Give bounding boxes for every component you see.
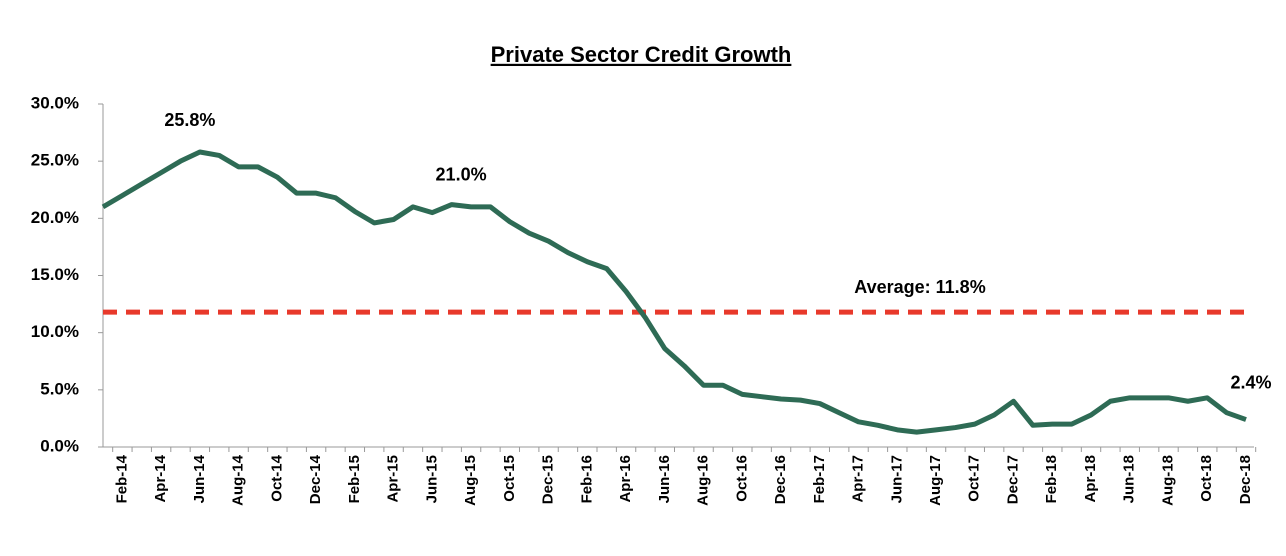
x-tick-label: Dec-14 — [307, 454, 324, 504]
x-tick-label: Feb-15 — [346, 455, 363, 503]
chart-title: Private Sector Credit Growth — [491, 42, 792, 67]
x-tick-label: Oct-17 — [966, 455, 983, 502]
x-tick-label: Oct-18 — [1198, 455, 1215, 502]
x-tick-label: Oct-16 — [733, 455, 750, 502]
y-tick-label: 10.0% — [31, 322, 79, 341]
x-tick-label: Apr-15 — [385, 455, 402, 503]
y-tick-label: 30.0% — [31, 93, 79, 112]
y-tick-label: 25.0% — [31, 151, 79, 170]
data-label: 2.4% — [1230, 372, 1271, 392]
x-tick-label: Aug-18 — [1159, 455, 1176, 506]
x-tick-label: Aug-16 — [695, 455, 712, 506]
x-tick-label: Aug-14 — [230, 454, 247, 505]
x-tick-label: Jun-17 — [888, 455, 905, 503]
x-tick-label: Apr-16 — [617, 455, 634, 503]
x-tick-label: Aug-15 — [462, 455, 479, 506]
x-tick-label: Feb-18 — [1043, 455, 1060, 503]
y-tick-label: 15.0% — [31, 265, 79, 284]
x-tick-label: Apr-17 — [850, 455, 867, 503]
data-label: 25.8% — [164, 110, 215, 130]
x-tick-label: Jun-15 — [423, 455, 440, 503]
x-tick-label: Feb-14 — [113, 454, 130, 503]
x-tick-label: Dec-17 — [1004, 455, 1021, 504]
x-tick-label: Apr-14 — [152, 454, 169, 502]
average-label: Average: 11.8% — [854, 277, 985, 297]
x-tick-label: Jun-16 — [656, 455, 673, 503]
data-label: 21.0% — [436, 165, 487, 185]
x-tick-label: Aug-17 — [927, 455, 944, 506]
x-tick-label: Jun-18 — [1121, 455, 1138, 503]
series-line — [101, 149, 1247, 435]
x-tick-label: Dec-15 — [540, 455, 557, 504]
y-tick-label: 0.0% — [40, 436, 79, 455]
x-tick-label: Oct-14 — [268, 454, 285, 501]
x-tick-label: Apr-18 — [1082, 455, 1099, 503]
x-tick-label: Dec-16 — [772, 455, 789, 504]
y-tick-label: 20.0% — [31, 208, 79, 227]
x-tick-label: Jun-14 — [191, 454, 208, 503]
x-tick-label: Feb-16 — [578, 455, 595, 503]
x-tick-label: Dec-18 — [1237, 455, 1254, 504]
x-tick-label: Oct-15 — [501, 455, 518, 502]
y-tick-label: 5.0% — [40, 379, 79, 398]
x-tick-label: Feb-17 — [811, 455, 828, 503]
